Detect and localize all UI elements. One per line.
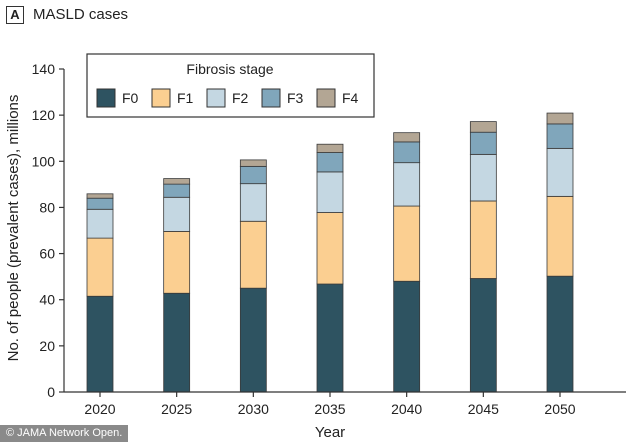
y-tick-label: 20 xyxy=(39,338,55,354)
y-tick-label: 100 xyxy=(32,153,56,169)
bar-F2-2025 xyxy=(163,196,191,232)
bar-F3-2040 xyxy=(393,141,421,164)
bar-F2-2045 xyxy=(469,153,497,202)
bar-F3-2035 xyxy=(316,152,344,173)
bar-F3-2025 xyxy=(163,183,191,198)
x-tick-label: 2030 xyxy=(238,401,269,417)
legend-label-F2: F2 xyxy=(232,90,249,106)
y-ticks: 0 20 40 60 80 100 120 140 xyxy=(32,61,64,400)
bar-F0-2020 xyxy=(86,295,114,393)
bar-F0-2025 xyxy=(163,292,191,393)
y-tick-label: 80 xyxy=(39,199,55,215)
bars xyxy=(86,112,574,393)
bar-F4-2045 xyxy=(469,121,497,133)
legend-label-F1: F1 xyxy=(177,90,194,106)
legend-label-F4: F4 xyxy=(342,90,359,106)
bar-F4-2030 xyxy=(239,159,267,167)
bar-F0-2035 xyxy=(316,283,344,393)
legend-label-F0: F0 xyxy=(122,90,139,106)
bar-F3-2020 xyxy=(86,197,114,210)
legend-swatch-F1 xyxy=(151,88,171,108)
bar-F1-2020 xyxy=(86,237,114,297)
y-tick-label: 120 xyxy=(32,107,56,123)
x-ticks: 2020 2025 2030 2035 2040 2045 2050 xyxy=(84,392,576,417)
legend-swatch-F0 xyxy=(96,88,116,108)
bar-F4-2025 xyxy=(163,178,191,185)
bar-F1-2035 xyxy=(316,212,344,285)
y-tick-label: 140 xyxy=(32,61,56,77)
y-tick-label: 60 xyxy=(39,246,55,262)
bar-F0-2040 xyxy=(393,280,421,393)
bar-F3-2050 xyxy=(546,123,574,149)
legend: Fibrosis stage F0 F1 F2 F3 F4 xyxy=(86,53,375,118)
bar-F2-2035 xyxy=(316,171,344,213)
x-tick-label: 2025 xyxy=(161,401,192,417)
legend-label-F3: F3 xyxy=(287,90,304,106)
panel-badge: A xyxy=(6,6,24,24)
bar-F0-2030 xyxy=(239,287,267,393)
bar-F2-2030 xyxy=(239,183,267,222)
x-axis-label: Year xyxy=(315,424,345,441)
legend-title: Fibrosis stage xyxy=(186,61,273,77)
legend-items: F0 F1 F2 F3 F4 xyxy=(96,88,359,108)
y-axis-label: No. of people (prevalent cases), million… xyxy=(5,95,22,362)
x-tick-label: 2020 xyxy=(84,401,115,417)
legend-swatch-F4 xyxy=(316,88,336,108)
bar-F2-2020 xyxy=(86,208,114,239)
x-tick-label: 2035 xyxy=(314,401,345,417)
bar-F4-2050 xyxy=(546,112,574,125)
bar-F4-2040 xyxy=(393,132,421,143)
x-tick-label: 2045 xyxy=(468,401,499,417)
bar-F4-2035 xyxy=(316,143,344,153)
legend-swatch-F3 xyxy=(261,88,281,108)
bar-F1-2045 xyxy=(469,200,497,279)
bar-F1-2030 xyxy=(239,220,267,289)
bar-F3-2030 xyxy=(239,165,267,185)
x-tick-label: 2040 xyxy=(391,401,422,417)
x-tick-label: 2050 xyxy=(544,401,575,417)
bar-F1-2025 xyxy=(163,231,191,294)
bar-F2-2040 xyxy=(393,162,421,207)
bar-F2-2050 xyxy=(546,147,574,197)
bar-F1-2040 xyxy=(393,205,421,282)
bar-F1-2050 xyxy=(546,195,574,277)
watermark: © JAMA Network Open. xyxy=(0,425,129,442)
legend-swatch-F2 xyxy=(206,88,226,108)
bar-F3-2045 xyxy=(469,131,497,155)
y-tick-label: 0 xyxy=(47,384,55,400)
y-tick-label: 40 xyxy=(39,292,55,308)
bar-F0-2045 xyxy=(469,278,497,393)
panel-title: MASLD cases xyxy=(33,6,129,23)
bar-F0-2050 xyxy=(546,275,574,393)
bar-F4-2020 xyxy=(86,193,114,199)
